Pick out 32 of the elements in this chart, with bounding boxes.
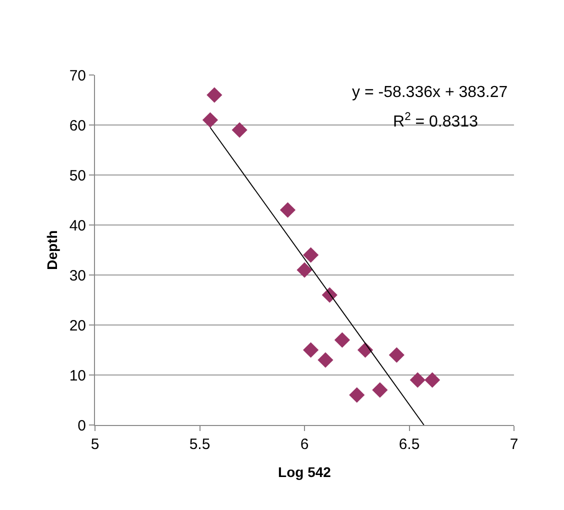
y-tick-label: 10 xyxy=(69,367,86,384)
point xyxy=(206,87,222,103)
point xyxy=(302,247,319,263)
y-tick-label: 60 xyxy=(69,117,86,134)
point xyxy=(280,202,296,218)
point xyxy=(357,342,374,358)
point xyxy=(318,352,334,368)
point xyxy=(388,347,404,363)
point xyxy=(410,372,426,388)
point xyxy=(302,342,319,358)
x-tick-label: 5.5 xyxy=(189,436,210,453)
y-tick-label: 50 xyxy=(69,167,86,184)
point xyxy=(232,122,248,138)
x-tick-label: 7 xyxy=(510,436,518,453)
x-tick-label: 6 xyxy=(300,436,309,453)
point xyxy=(349,387,365,403)
annotation: y = -58.336x + 383.27 xyxy=(352,84,508,101)
point xyxy=(424,372,440,388)
annotation: R$^{2}$ = 0.8313 xyxy=(393,111,478,131)
y-tick-label: 70 xyxy=(69,67,86,84)
point xyxy=(296,262,312,278)
y-tick-label: 40 xyxy=(69,217,86,234)
point xyxy=(202,112,218,128)
point xyxy=(372,382,388,398)
y-tick-label: 20 xyxy=(69,317,86,334)
x-axis-title: Log 542 xyxy=(278,464,332,480)
x-tick-label: 5 xyxy=(90,436,100,453)
point xyxy=(334,332,350,348)
y-axis-title: Depth xyxy=(44,230,60,270)
y-tick-label: 30 xyxy=(69,267,86,284)
x-tick-label: 6.5 xyxy=(398,436,420,453)
y-tick-label: 0 xyxy=(78,417,86,434)
